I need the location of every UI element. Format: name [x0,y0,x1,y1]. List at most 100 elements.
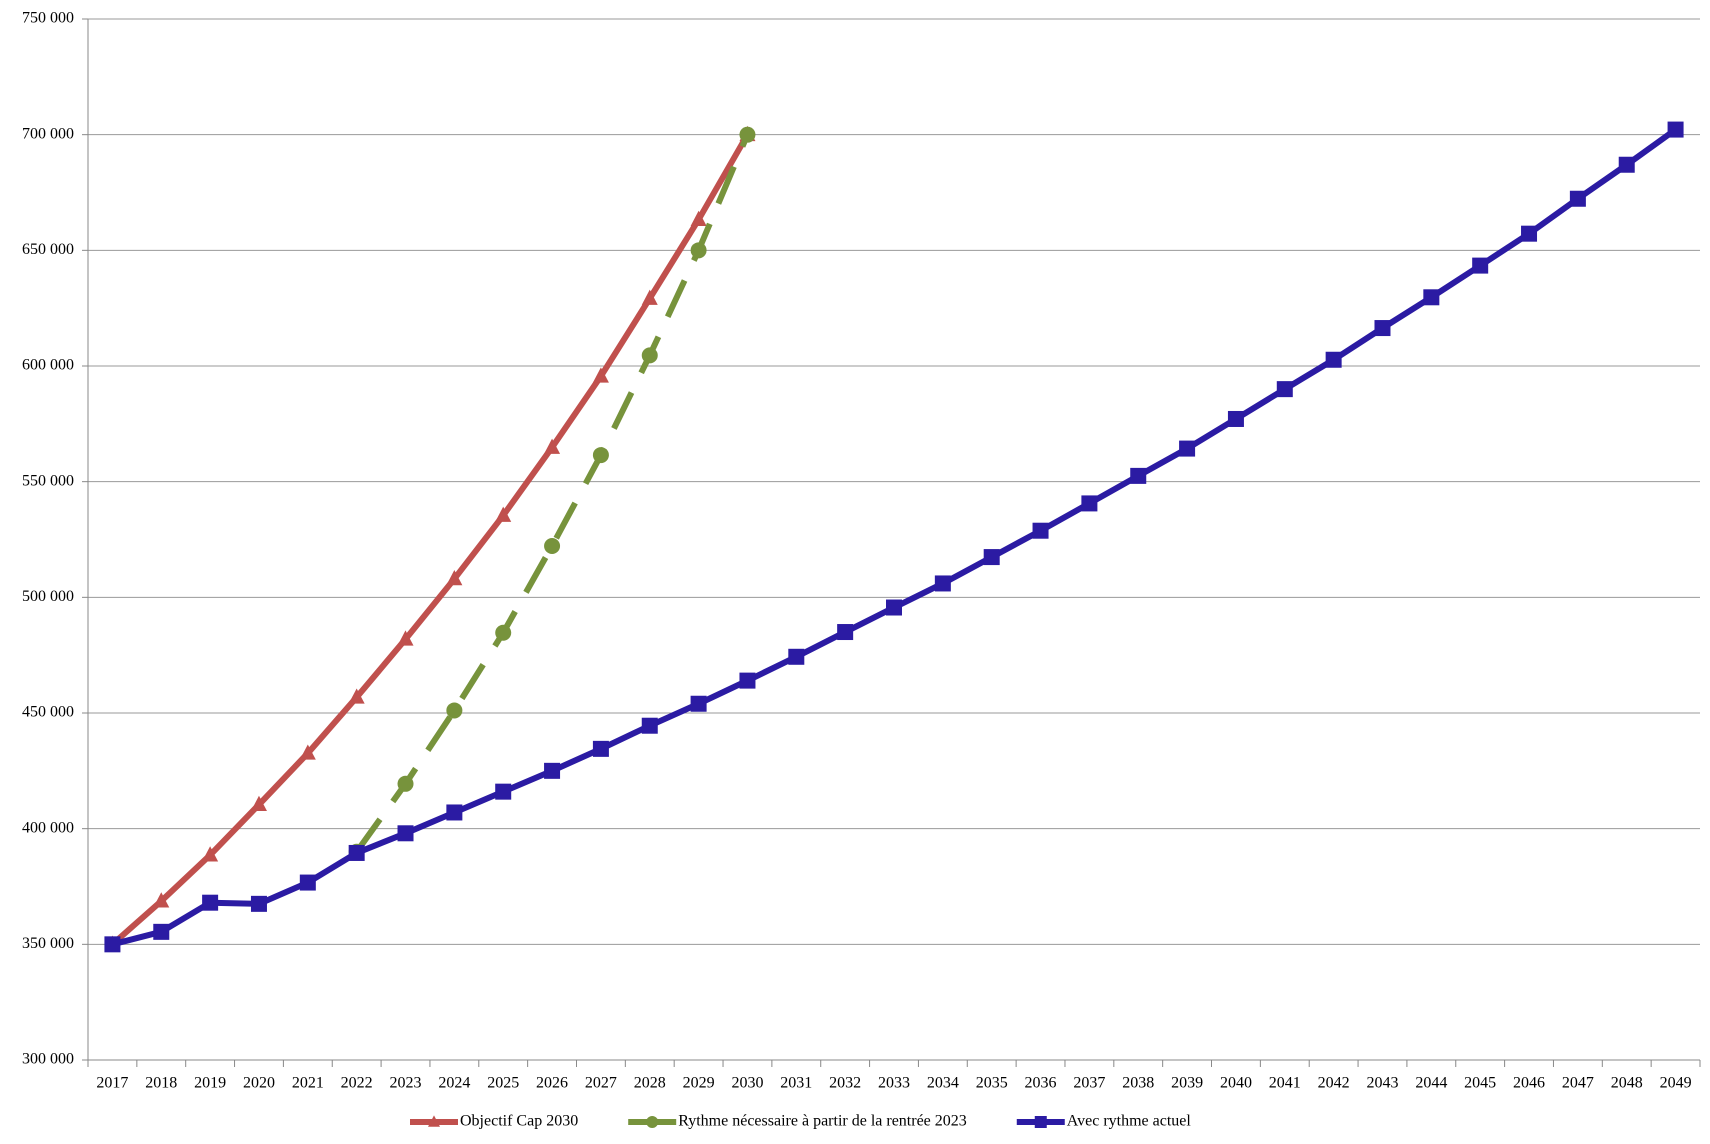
marker [641,289,658,305]
marker [641,347,658,364]
legend-marker [1034,1116,1047,1128]
marker [1423,289,1440,306]
marker [495,783,512,800]
legend-label: Avec rythme actuel [1067,1113,1192,1130]
x-tick-label: 2035 [976,1075,1008,1092]
marker [592,367,609,383]
marker [641,717,658,734]
marker [495,506,512,522]
x-tick-label: 2047 [1562,1075,1594,1092]
marker [690,210,707,226]
marker [495,624,512,641]
x-tick-label: 2037 [1073,1075,1105,1092]
y-tick-label: 400 000 [22,819,74,836]
marker [250,895,267,912]
marker [544,762,561,779]
marker [348,688,365,704]
x-tick-label: 2029 [683,1075,715,1092]
marker [397,630,414,646]
series-line [354,133,751,854]
x-tick-label: 2024 [438,1075,470,1092]
marker [690,695,707,712]
x-tick-label: 2048 [1611,1075,1643,1092]
x-tick-label: 2045 [1464,1075,1496,1092]
x-tick-label: 2017 [96,1075,128,1092]
marker [1618,156,1635,173]
marker [788,648,805,665]
marker [739,126,756,143]
x-tick-label: 2044 [1415,1075,1447,1092]
marker [934,575,951,592]
marker [983,549,1000,566]
x-tick-label: 2023 [390,1075,422,1092]
marker [544,537,561,554]
x-tick-label: 2042 [1318,1075,1350,1092]
marker [1081,495,1098,512]
x-tick-label: 2046 [1513,1075,1545,1092]
marker [1032,522,1049,539]
y-tick-label: 750 000 [22,10,74,27]
x-tick-label: 2036 [1025,1075,1057,1092]
legend-label: Objectif Cap 2030 [460,1113,578,1130]
marker [690,242,707,259]
marker [348,844,365,861]
x-tick-label: 2025 [487,1075,519,1092]
marker [592,447,609,464]
x-tick-label: 2020 [243,1075,275,1092]
marker [1374,320,1391,337]
legend-marker [646,1116,659,1128]
x-tick-label: 2034 [927,1075,959,1092]
x-tick-label: 2028 [634,1075,666,1092]
marker [153,923,170,940]
y-tick-label: 550 000 [22,472,74,489]
marker [1521,225,1538,242]
y-tick-label: 350 000 [22,935,74,952]
y-tick-label: 450 000 [22,704,74,721]
marker [592,740,609,757]
series-line [110,133,751,947]
y-tick-label: 300 000 [22,1051,74,1068]
marker [202,894,219,911]
x-tick-label: 2030 [731,1075,763,1092]
marker [299,744,316,760]
marker [1325,351,1342,368]
series-line [111,127,1678,948]
x-tick-label: 2038 [1122,1075,1154,1092]
marker [1569,190,1586,207]
marker [250,795,267,812]
marker [446,804,463,821]
x-tick-label: 2039 [1171,1075,1203,1092]
x-tick-label: 2026 [536,1075,568,1092]
marker [202,846,219,862]
y-tick-label: 650 000 [22,241,74,258]
marker [446,570,463,586]
x-tick-label: 2049 [1660,1075,1692,1092]
marker [1227,410,1244,427]
marker [397,825,414,842]
x-tick-label: 2027 [585,1075,617,1092]
y-tick-label: 700 000 [22,125,74,142]
marker [837,624,854,641]
x-tick-label: 2021 [292,1075,324,1092]
x-tick-label: 2031 [780,1075,812,1092]
marker [153,892,170,908]
marker [886,599,902,616]
y-tick-label: 500 000 [22,588,74,605]
marker [739,672,756,689]
x-tick-label: 2041 [1269,1075,1301,1092]
x-tick-label: 2022 [341,1075,373,1092]
legend-label: Rythme nécessaire à partir de la rentrée… [678,1113,967,1130]
marker [1276,381,1293,398]
marker [1130,467,1147,484]
marker [1179,440,1196,457]
marker [104,936,121,953]
x-tick-label: 2043 [1366,1075,1398,1092]
marker [544,438,561,454]
marker [446,702,463,719]
x-tick-label: 2033 [878,1075,910,1092]
marker [1667,121,1684,138]
x-tick-label: 2019 [194,1075,226,1092]
marker [397,775,414,792]
